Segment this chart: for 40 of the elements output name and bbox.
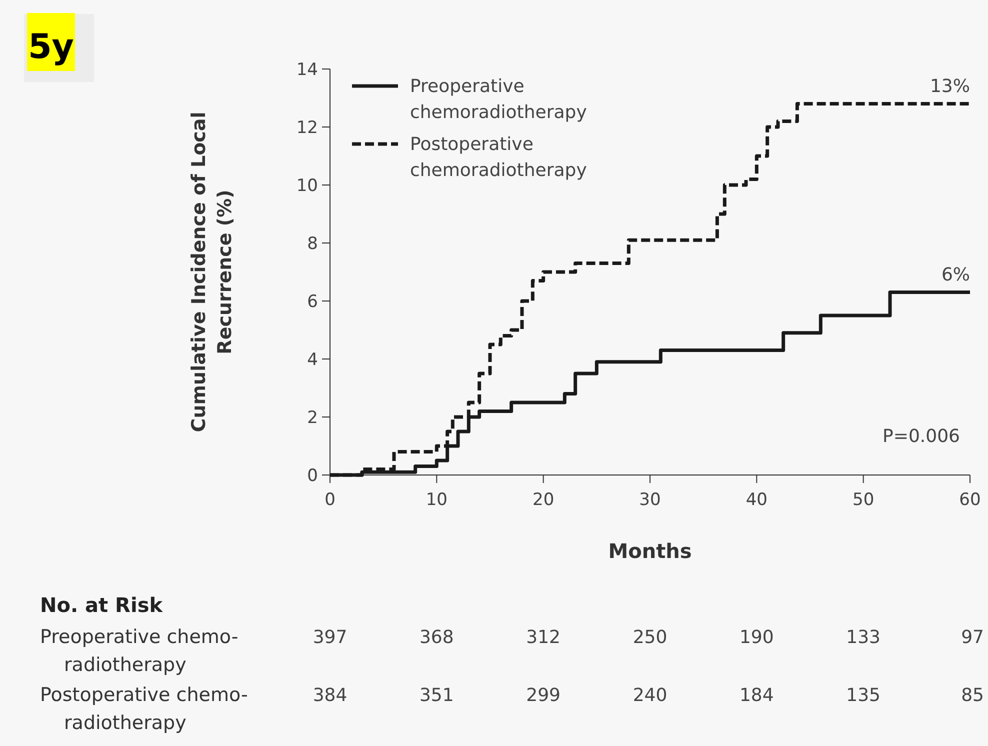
legend-label: Postoperative chemoradiotherapy [410, 134, 588, 181]
text: 250 [632, 627, 668, 648]
text: No. at Risk [40, 593, 164, 617]
y-axis-title: Cumulative Incidence of Local Recurrence (%) [188, 112, 236, 432]
text: 135 [846, 685, 881, 706]
y-tick-label: 8 [307, 234, 318, 254]
annotation: 13% [930, 76, 970, 97]
x-tick-label: 50 [852, 490, 874, 510]
text: 184 [739, 685, 774, 706]
annotation: P=0.006 [882, 426, 960, 447]
y-tick-label: 14 [296, 60, 318, 80]
x-axis-title: Months [608, 539, 692, 563]
text: 97 [961, 627, 984, 648]
y-tick-label: 12 [296, 118, 318, 138]
label-badge: 5y [24, 13, 94, 82]
text: Postoperative chemo-radiotherapy [40, 684, 248, 734]
text: 190 [739, 627, 774, 648]
legend-label: Preoperative chemoradiotherapy [410, 76, 588, 123]
x-tick-label: 30 [639, 490, 661, 510]
text: 240 [632, 685, 668, 706]
x-tick-label: 20 [532, 490, 554, 510]
text: 384 [312, 685, 348, 706]
text: 133 [846, 627, 881, 648]
text: 397 [312, 627, 348, 648]
text: Preoperative chemo-radiotherapy [40, 626, 238, 676]
text: 368 [419, 627, 454, 648]
y-tick-label: 4 [307, 350, 318, 370]
x-tick-label: 0 [324, 490, 336, 510]
text: 312 [526, 627, 561, 648]
x-tick-label: 10 [426, 490, 448, 510]
text: 299 [526, 685, 561, 706]
text: 351 [419, 685, 454, 706]
y-tick-label: 2 [307, 408, 318, 428]
x-tick-label: 60 [959, 490, 981, 510]
y-tick-label: 6 [307, 292, 318, 312]
annotation: 6% [941, 264, 970, 286]
x-tick-label: 40 [746, 490, 768, 510]
y-tick-label: 0 [307, 466, 318, 486]
text: 85 [961, 685, 984, 706]
y-tick-label: 10 [296, 176, 318, 196]
